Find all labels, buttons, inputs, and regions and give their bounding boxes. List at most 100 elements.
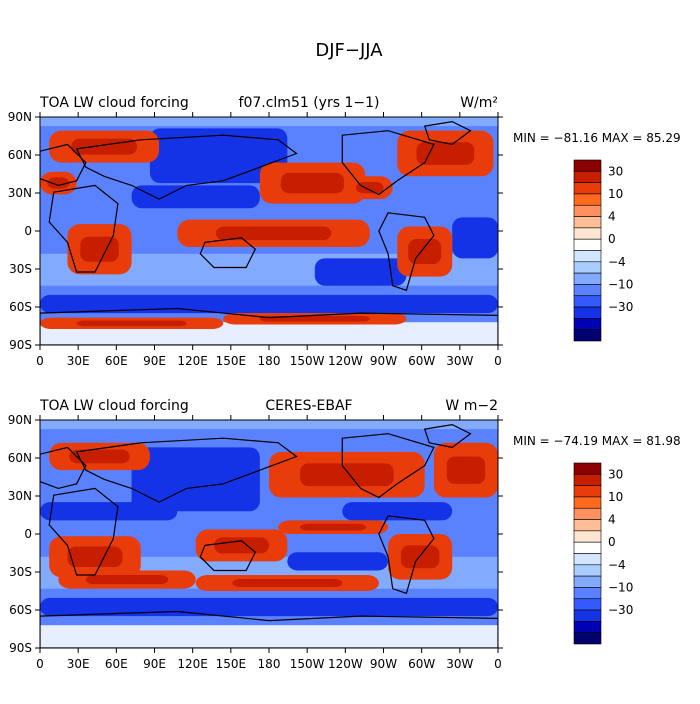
colorbar-swatch	[573, 598, 602, 611]
colorbar-swatch	[573, 564, 602, 577]
coastline	[199, 237, 257, 269]
positive-region-core	[67, 546, 123, 568]
coastline	[378, 515, 435, 595]
colorbar-swatch	[573, 621, 602, 633]
panel-title-left: TOA LW cloud forcing	[39, 398, 189, 414]
map-panel-model: TOA LW cloud forcing f07.clm51 (yrs 1−1) W…	[8, 95, 681, 368]
lon-tick-label: 0	[36, 354, 44, 368]
colorbar-swatch	[573, 318, 602, 330]
lat-tick-label: 90S	[9, 338, 32, 352]
lon-tick-label: 150W	[290, 657, 325, 671]
panels: TOA LW cloud forcing f07.clm51 (yrs 1−1) W…	[8, 95, 681, 671]
colorbar-swatch	[573, 507, 602, 520]
negative-region	[131, 185, 260, 209]
coastline	[378, 212, 435, 292]
negative-region	[342, 502, 453, 521]
field-band	[40, 117, 498, 127]
lat-tick-label: 0	[24, 224, 32, 238]
colorbar-swatch	[573, 553, 602, 566]
colorbar-label: −10	[608, 277, 633, 291]
lon-tick-label: 90E	[143, 657, 166, 671]
colorbar-label: −30	[608, 300, 633, 314]
positive-region-core	[215, 226, 332, 241]
colorbar-swatch	[573, 496, 602, 509]
field-shading	[40, 420, 498, 648]
colorbar-label: 0	[608, 535, 616, 549]
positive-region-core	[400, 545, 440, 569]
colorbar-label: 4	[608, 513, 616, 527]
colorbar-swatch	[573, 272, 602, 285]
lat-tick-label: 30S	[9, 262, 32, 276]
colorbar-label: −10	[608, 580, 633, 594]
lon-tick-label: 60W	[408, 354, 435, 368]
field-band	[40, 625, 498, 648]
positive-region-core	[408, 238, 442, 265]
lat-tick-label: 60S	[9, 300, 32, 314]
colorbar-swatch	[573, 216, 602, 229]
colorbar-swatch	[573, 193, 602, 206]
negative-region	[40, 294, 498, 314]
lon-tick-label: 150E	[216, 354, 247, 368]
coastlines	[40, 423, 498, 648]
panel-min-max: MIN = −74.19 MAX = 81.98	[513, 434, 681, 448]
lon-tick-label: 30W	[446, 354, 473, 368]
positive-region-core	[214, 537, 269, 554]
coastline	[75, 437, 298, 503]
lat-tick-label: 60N	[8, 451, 32, 465]
lat-tick-label: 90N	[8, 110, 32, 124]
colorbar-label: −4	[608, 558, 626, 572]
colorbar-swatch	[573, 587, 602, 600]
lon-tick-label: 90E	[143, 354, 166, 368]
negative-region	[40, 502, 178, 521]
colorbar-swatch	[573, 632, 602, 645]
lon-tick-label: 120E	[177, 657, 208, 671]
lon-tick-label: 120W	[328, 354, 363, 368]
positive-region-core	[85, 575, 169, 585]
coastlines	[40, 120, 498, 345]
coastline	[341, 433, 435, 499]
colorbar-swatch	[573, 171, 602, 183]
map-panel-obs: TOA LW cloud forcing CERES-EBAF W m−2 0 30E 6…	[8, 398, 681, 671]
lat-tick-label: 60S	[9, 603, 32, 617]
panel-min-max: MIN = −81.16 MAX = 85.29	[513, 131, 681, 145]
colorbar-swatch	[573, 227, 602, 240]
colorbar-swatch	[573, 284, 602, 297]
lon-tick-label: 120W	[328, 657, 363, 671]
colorbar-swatch	[573, 250, 602, 263]
positive-region-core	[80, 236, 119, 262]
positive-region-core	[76, 320, 187, 327]
lat-tick-label: 60N	[8, 148, 32, 162]
colorbar: 30 10 4 0 −4 −10 −30	[573, 159, 633, 342]
lon-tick-label: 0	[494, 354, 502, 368]
positive-region-core	[71, 138, 138, 155]
coastline	[341, 130, 435, 196]
coastline	[199, 540, 257, 572]
colorbar-label: −30	[608, 603, 633, 617]
lon-tick-label: 30E	[67, 657, 90, 671]
coastline	[40, 610, 498, 648]
lon-tick-label: 90W	[370, 354, 397, 368]
panel-units: W/m²	[460, 95, 498, 111]
lat-tick-label: 30N	[8, 489, 32, 503]
lat-tick-label: 90N	[8, 413, 32, 427]
negative-region	[452, 217, 498, 259]
coastline	[423, 423, 472, 449]
colorbar-swatch	[573, 485, 602, 498]
field-band	[40, 420, 498, 430]
lon-tick-label: 180	[258, 354, 281, 368]
positive-region-core	[446, 456, 486, 484]
colorbar-swatch	[573, 609, 602, 622]
lon-tick-label: 30E	[67, 354, 90, 368]
colorbar-label: 4	[608, 210, 616, 224]
lat-tick-label: 90S	[9, 641, 32, 655]
coastline	[75, 134, 298, 200]
lat-tick-label: 30N	[8, 186, 32, 200]
lon-tick-label: 120E	[177, 354, 208, 368]
panel-title-center: f07.clm51 (yrs 1−1)	[239, 95, 380, 111]
coastline	[48, 487, 119, 576]
colorbar-label: 10	[608, 490, 623, 504]
lon-tick-label: 30W	[446, 657, 473, 671]
colorbar-swatch	[573, 329, 602, 342]
positive-region-core	[47, 177, 70, 189]
lon-tick-label: 150E	[216, 657, 247, 671]
